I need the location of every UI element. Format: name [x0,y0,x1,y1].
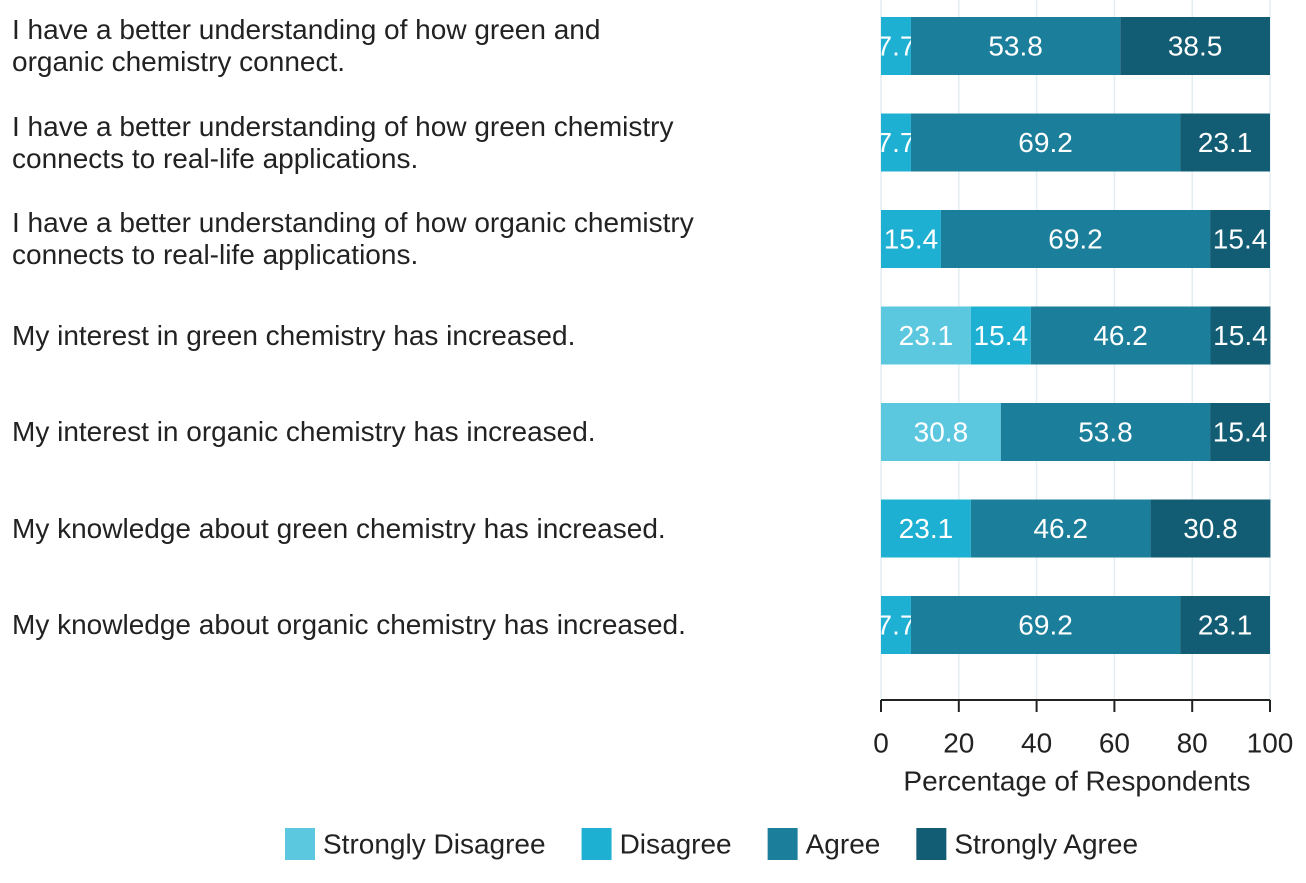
y-tick-label: I have a better understanding of how gre… [12,110,674,174]
value-label: 69.2 [1048,223,1103,254]
x-tick-label: 80 [1177,727,1208,758]
bar-segment [1000,403,1211,461]
bar-segment [881,499,971,558]
value-label: 23.1 [899,513,954,544]
bar-segment [1180,596,1270,654]
y-tick-label: I have a better understanding of how gre… [12,14,601,77]
legend-swatch [285,828,315,860]
legend-swatch [581,828,612,860]
value-label: 7.7 [877,609,916,640]
value-label: 15.4 [1213,223,1268,254]
value-label: 15.4 [884,223,939,254]
value-label: 7.7 [877,30,916,61]
x-tick-label: 20 [943,727,974,758]
bar-segment [881,17,911,75]
bar-segment [881,596,911,654]
value-label: 69.2 [1018,609,1073,640]
value-label: 46.2 [1093,320,1148,351]
bar-segment [910,113,1181,172]
bar-segment [1210,210,1270,268]
value-label: 69.2 [1018,127,1073,158]
bar-segment [910,17,1121,75]
bar-segment [970,499,1151,558]
y-tick-label: My knowledge about organic chemistry has… [12,609,686,640]
y-tick-label: My interest in organic chemistry has inc… [12,416,596,447]
legend-label: Strongly Agree [954,828,1138,859]
bar-segment [881,403,1001,461]
legend-label: Agree [806,828,881,859]
x-tick-label: 40 [1021,727,1052,758]
bar-segment [1180,113,1270,172]
legend-label: Strongly Disagree [323,828,546,859]
legend-swatch [916,828,947,860]
bar-segment [940,210,1211,268]
legend-swatch [767,828,798,860]
x-tick-label: 100 [1247,727,1294,758]
value-label: 38.5 [1168,30,1223,61]
value-label: 23.1 [1198,609,1253,640]
value-label: 23.1 [1198,127,1253,158]
value-label: 53.8 [1078,416,1133,447]
bar-segment [1150,499,1271,558]
y-tick-label: My knowledge about green chemistry has i… [12,512,666,544]
bar-segment [970,306,1031,365]
value-label: 7.7 [877,127,916,158]
legend-label: Disagree [620,828,732,859]
value-label: 23.1 [899,320,954,351]
y-tick-label: My interest in green chemistry has incre… [12,319,576,351]
value-label: 15.4 [974,320,1029,351]
bar-segment [881,113,911,172]
x-tick-label: 0 [873,727,889,758]
value-label: 53.8 [988,30,1043,61]
bar-segment [910,596,1181,654]
bar-segment [1210,306,1271,365]
bar-segment [1120,17,1270,75]
y-tick-label: I have a better understanding of how org… [12,207,694,270]
x-axis-title: Percentage of Respondents [903,765,1250,796]
bar-segment [1030,306,1211,365]
bar-segment [881,210,941,268]
value-label: 30.8 [914,416,969,447]
value-label: 15.4 [1213,320,1268,351]
value-label: 15.4 [1213,416,1268,447]
value-label: 46.2 [1033,513,1088,544]
value-label: 30.8 [1183,513,1238,544]
bar-segment [881,306,971,365]
x-tick-label: 60 [1099,727,1130,758]
bar-segment [1210,403,1270,461]
